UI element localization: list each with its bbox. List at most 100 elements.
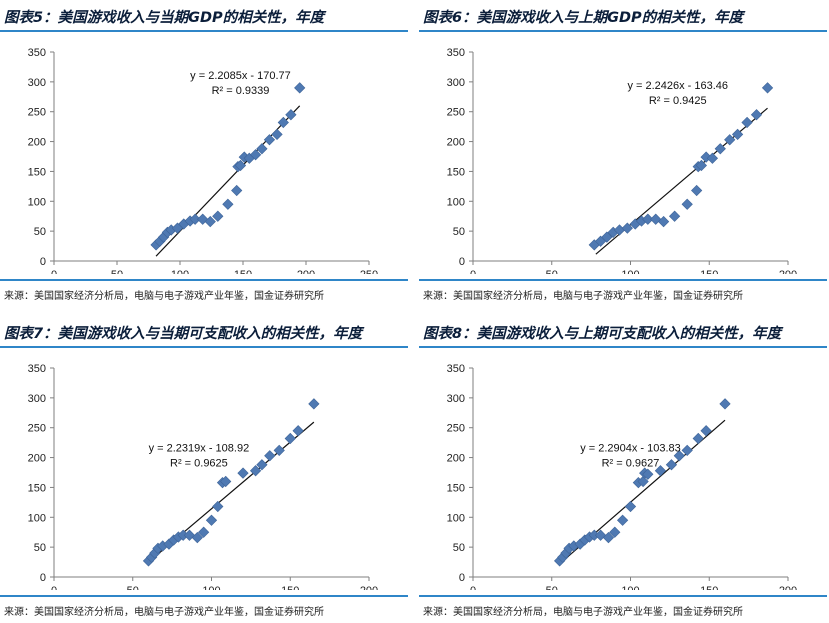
y-tick-label: 100	[447, 196, 465, 208]
scatter-chart: 0 50 100 150 200 250 300 350 0 50 100 150 200 250 y = …	[28, 47, 379, 274]
data-point	[212, 210, 224, 222]
data-point	[673, 450, 685, 462]
y-tick-label: 50	[453, 542, 465, 554]
x-tick-label: 50	[127, 585, 139, 590]
y-tick-label: 350	[447, 47, 465, 59]
y-tick-label: 50	[34, 226, 46, 238]
y-tick-label: 250	[447, 107, 465, 119]
data-point	[205, 514, 218, 526]
x-tick-label: 100	[621, 269, 639, 274]
y-tick-label: 200	[447, 137, 465, 149]
y-tick-label: 0	[459, 572, 465, 584]
x-tick-label: 50	[546, 585, 558, 590]
x-tick-label: 0	[470, 585, 476, 590]
data-point	[249, 465, 262, 477]
source-note: 来源：美国国家经济分析局，电脑与电子游戏产业年鉴，国金证券研究所	[423, 607, 743, 618]
source-note: 来源：美国国家经济分析局，电脑与电子游戏产业年鉴，国金证券研究所	[423, 291, 743, 302]
y-tick-label: 50	[453, 226, 465, 238]
data-point	[292, 425, 304, 437]
y-tick-label: 250	[28, 107, 46, 119]
data-point	[642, 213, 654, 225]
y-tick-label: 200	[28, 137, 46, 149]
trend-equation: y = 2.2426x - 163.46	[627, 80, 728, 92]
data-point	[222, 198, 234, 210]
source-rule	[0, 595, 408, 597]
chart-panel-5: 图表5：美国游戏收入与当期GDP的相关性，年度 0 50 100 150 200 250 3…	[0, 0, 414, 307]
data-point	[654, 465, 667, 477]
data-point	[665, 459, 678, 471]
data-point	[308, 398, 320, 410]
data-point	[212, 500, 224, 513]
data-point	[695, 159, 707, 172]
x-tick-label: 150	[281, 585, 299, 590]
title-rule	[419, 346, 827, 348]
chart-title: 图表8：美国游戏收入与上期可支配收入的相关性，年度	[423, 326, 782, 342]
scatter-chart: 0 50 100 150 200 250 300 350 0 50 100 150 200 y = 2.2…	[447, 47, 798, 274]
chart-title: 图表6：美国游戏收入与上期GDP的相关性，年度	[423, 10, 744, 26]
data-point	[263, 134, 276, 146]
x-tick-label: 150	[700, 585, 718, 590]
data-point	[621, 222, 633, 234]
chart-panel-7: 图表7：美国游戏收入与当期可支配收入的相关性，年度 0 50 100 150 200 25…	[0, 316, 414, 623]
title-rule	[419, 30, 827, 32]
y-tick-label: 150	[28, 482, 46, 494]
y-tick-label: 300	[447, 77, 465, 89]
data-point	[271, 128, 283, 141]
y-tick-label: 100	[447, 512, 465, 524]
x-tick-label: 50	[546, 269, 558, 274]
y-tick-label: 250	[28, 423, 46, 435]
source-rule	[0, 279, 408, 281]
data-point	[204, 215, 216, 228]
source-rule	[419, 279, 827, 281]
y-tick-label: 300	[28, 393, 46, 405]
r-squared: R² = 0.9625	[170, 458, 228, 470]
y-tick-label: 200	[28, 453, 46, 465]
data-point	[706, 152, 719, 164]
chart-title: 图表5：美国游戏收入与当期GDP的相关性，年度	[4, 10, 325, 26]
x-tick-label: 250	[360, 269, 378, 274]
data-point	[691, 184, 703, 197]
data-point	[642, 468, 654, 480]
y-tick-label: 150	[28, 166, 46, 178]
data-point	[700, 425, 712, 437]
r-squared: R² = 0.9339	[212, 85, 270, 97]
data-point	[237, 467, 249, 479]
data-point	[761, 82, 774, 94]
data-point	[719, 398, 731, 410]
x-tick-label: 50	[111, 269, 123, 274]
y-tick-label: 200	[447, 453, 465, 465]
r-squared: R² = 0.9627	[602, 458, 660, 470]
x-tick-label: 200	[779, 585, 797, 590]
data-point	[750, 109, 763, 121]
data-point	[741, 116, 753, 129]
source-note: 来源：美国国家经济分析局，电脑与电子游戏产业年鉴，国金证券研究所	[4, 607, 324, 618]
y-tick-label: 150	[447, 482, 465, 494]
data-point	[637, 475, 649, 488]
data-point	[609, 526, 621, 538]
data-point	[277, 116, 289, 129]
y-tick-label: 0	[40, 572, 46, 584]
x-tick-label: 0	[470, 269, 476, 274]
y-tick-label: 250	[447, 423, 465, 435]
trend-equation: y = 2.2319x - 108.92	[149, 443, 250, 455]
data-point	[284, 432, 296, 445]
data-point	[714, 143, 726, 155]
data-point	[191, 531, 203, 544]
data-point	[285, 109, 297, 121]
trend-equation: y = 2.2904x - 103.83	[580, 443, 681, 455]
x-tick-label: 200	[360, 585, 378, 590]
x-tick-label: 0	[51, 585, 57, 590]
data-point	[657, 215, 670, 228]
r-squared: R² = 0.9425	[649, 95, 707, 107]
x-tick-label: 100	[171, 269, 189, 274]
y-tick-label: 100	[28, 512, 46, 524]
data-point	[692, 432, 704, 445]
data-point	[724, 134, 736, 146]
x-tick-label: 150	[700, 269, 718, 274]
y-tick-label: 350	[447, 363, 465, 375]
data-point	[198, 526, 210, 538]
data-point	[601, 231, 613, 243]
data-point	[249, 149, 262, 161]
data-point	[273, 444, 285, 457]
data-point	[231, 184, 243, 197]
